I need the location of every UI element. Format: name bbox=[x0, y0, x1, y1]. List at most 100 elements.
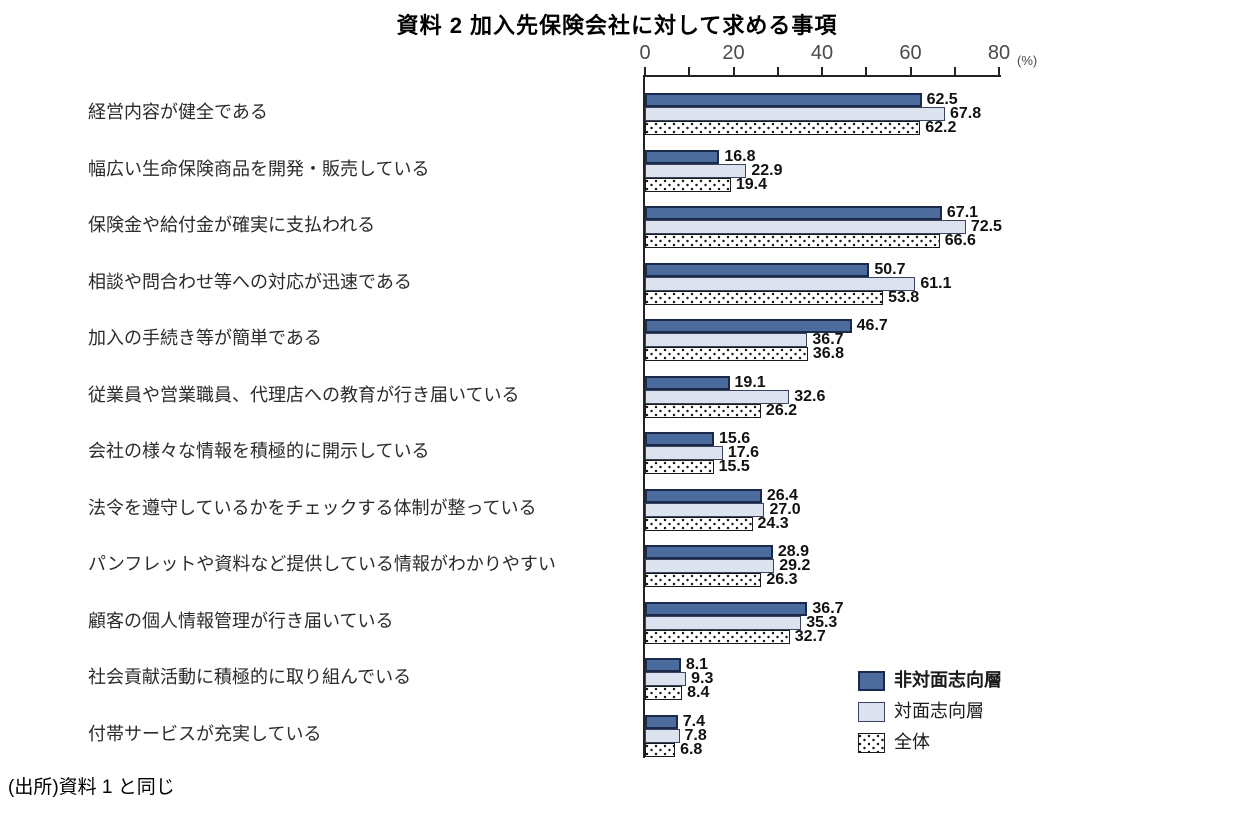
bar bbox=[645, 163, 747, 178]
bar-value-label: 19.4 bbox=[735, 175, 767, 193]
bar bbox=[645, 206, 942, 220]
x-axis-tick bbox=[644, 67, 646, 75]
bar-value-label: 62.5 bbox=[926, 91, 958, 108]
bar-value-label: 26.3 bbox=[766, 571, 798, 588]
bar bbox=[645, 149, 720, 164]
bar bbox=[645, 446, 723, 460]
bar-value-label: 62.2 bbox=[925, 119, 957, 136]
bar-value-label: 46.7 bbox=[856, 317, 888, 334]
bar-value-label: 29.2 bbox=[779, 557, 811, 574]
bar-value-label: 32.7 bbox=[794, 627, 826, 645]
bar bbox=[645, 121, 921, 135]
bar bbox=[645, 333, 808, 347]
bar-value-label: 9.3 bbox=[691, 670, 714, 687]
bar bbox=[645, 107, 945, 121]
bar bbox=[645, 262, 870, 277]
bar bbox=[645, 177, 731, 192]
legend-item: 対面志向層 bbox=[858, 701, 1002, 722]
bar bbox=[645, 714, 678, 729]
x-axis-label: 60 bbox=[899, 42, 922, 64]
percent-unit-label: (%) bbox=[1017, 53, 1038, 68]
bar-value-label: 50.7 bbox=[874, 260, 906, 278]
bar-value-label: 36.7 bbox=[812, 331, 844, 348]
x-axis-tick bbox=[998, 67, 1000, 75]
bar-value-label: 22.9 bbox=[751, 161, 783, 179]
category-label: 顧客の個人情報管理が行き届いている bbox=[88, 610, 394, 631]
bar bbox=[645, 658, 681, 672]
bar-value-label: 28.9 bbox=[777, 543, 810, 560]
bar-value-label: 67.1 bbox=[946, 204, 979, 221]
bar-value-label: 32.6 bbox=[794, 387, 826, 405]
category-label: パンフレットや資料など提供している情報がわかりやすい bbox=[88, 554, 556, 574]
bar-value-label: 27.0 bbox=[769, 500, 801, 518]
bar bbox=[645, 220, 966, 234]
x-axis-label: 40 bbox=[810, 42, 834, 64]
bar bbox=[645, 403, 761, 418]
bar bbox=[645, 601, 808, 616]
bar bbox=[645, 728, 680, 743]
bar-value-label: 19.1 bbox=[734, 373, 766, 391]
bar bbox=[645, 573, 762, 587]
bar-value-label: 36.7 bbox=[812, 599, 844, 617]
bar-value-label: 7.4 bbox=[682, 712, 705, 730]
chart-title: 資料 2 加入先保険会社に対して求める事項 bbox=[396, 13, 838, 38]
legend-item: 非対面志向層 bbox=[858, 670, 1002, 691]
bar bbox=[645, 93, 922, 107]
category-label: 会社の様々な情報を積極的に開示している bbox=[88, 441, 430, 461]
category-label: 相談や問合わせ等への対応が迅速である bbox=[88, 271, 412, 292]
category-label: 従業員や営業職員、代理店への教育が行き届いている bbox=[88, 384, 520, 405]
bar-value-label: 67.8 bbox=[950, 105, 982, 122]
legend-swatch-icon bbox=[858, 701, 885, 722]
x-axis-label: 80 bbox=[987, 42, 1011, 64]
bar-value-label: 26.2 bbox=[765, 401, 798, 419]
x-axis-tick bbox=[732, 67, 735, 75]
category-label: 法令を遵守しているかをチェックする体制が整っている bbox=[88, 497, 537, 518]
bar bbox=[645, 672, 687, 686]
bar bbox=[645, 460, 714, 474]
bar bbox=[645, 629, 790, 644]
bar bbox=[645, 290, 884, 305]
source-note: (出所)資料 1 と同じ bbox=[8, 777, 175, 798]
bar bbox=[645, 234, 940, 248]
bar-value-label: 53.8 bbox=[888, 288, 920, 306]
legend: 非対面志向層対面志向層全体 bbox=[858, 670, 1002, 763]
legend-item: 全体 bbox=[858, 732, 1002, 753]
bar bbox=[645, 319, 852, 333]
category-label: 付帯サービスが充実している bbox=[88, 723, 322, 744]
bar-value-label: 17.6 bbox=[727, 444, 760, 461]
bar bbox=[645, 488, 762, 503]
bar bbox=[645, 375, 730, 390]
category-label: 社会貢献活動に積極的に取り組んでいる bbox=[88, 667, 412, 687]
bar bbox=[645, 686, 683, 700]
category-label: 保険金や給付金が確実に支払われる bbox=[88, 215, 376, 235]
bar bbox=[645, 559, 775, 573]
category-label: 幅広い生命保険商品を開発・販売している bbox=[88, 158, 430, 179]
x-axis-tick bbox=[776, 67, 779, 75]
bar-value-label: 16.8 bbox=[724, 147, 756, 165]
bar bbox=[645, 276, 916, 291]
category-label: 経営内容が健全である bbox=[88, 102, 268, 122]
bar bbox=[645, 347, 808, 361]
bar bbox=[645, 545, 773, 559]
legend-swatch-icon bbox=[858, 670, 885, 691]
x-axis-tick bbox=[909, 67, 912, 75]
category-label: 加入の手続き等が簡単である bbox=[88, 328, 322, 348]
bar-value-label: 35.3 bbox=[806, 613, 838, 631]
bar-value-label: 15.5 bbox=[718, 458, 750, 475]
bar-value-label: 26.4 bbox=[766, 486, 798, 504]
x-axis-label: 20 bbox=[722, 42, 745, 64]
bar-value-label: 72.5 bbox=[970, 218, 1002, 235]
x-axis-tick bbox=[821, 67, 823, 75]
plot-area: (%) 0 20 40 60 80 62.5 67.8 62.2 16.8 22.9 19.4 67.… bbox=[639, 42, 1037, 758]
x-axis-tick bbox=[865, 67, 868, 75]
bar-value-label: 24.3 bbox=[757, 514, 789, 532]
bar-value-label: 61.1 bbox=[920, 274, 952, 292]
bar-value-label: 7.8 bbox=[684, 726, 707, 744]
bar bbox=[645, 742, 676, 757]
bar-value-label: 6.8 bbox=[680, 740, 703, 758]
bar-value-label: 36.8 bbox=[812, 345, 844, 362]
legend-label: 全体 bbox=[894, 732, 930, 752]
bar bbox=[645, 432, 715, 446]
x-axis-label: 0 bbox=[639, 42, 651, 64]
legend-label: 非対面志向層 bbox=[894, 670, 1002, 690]
